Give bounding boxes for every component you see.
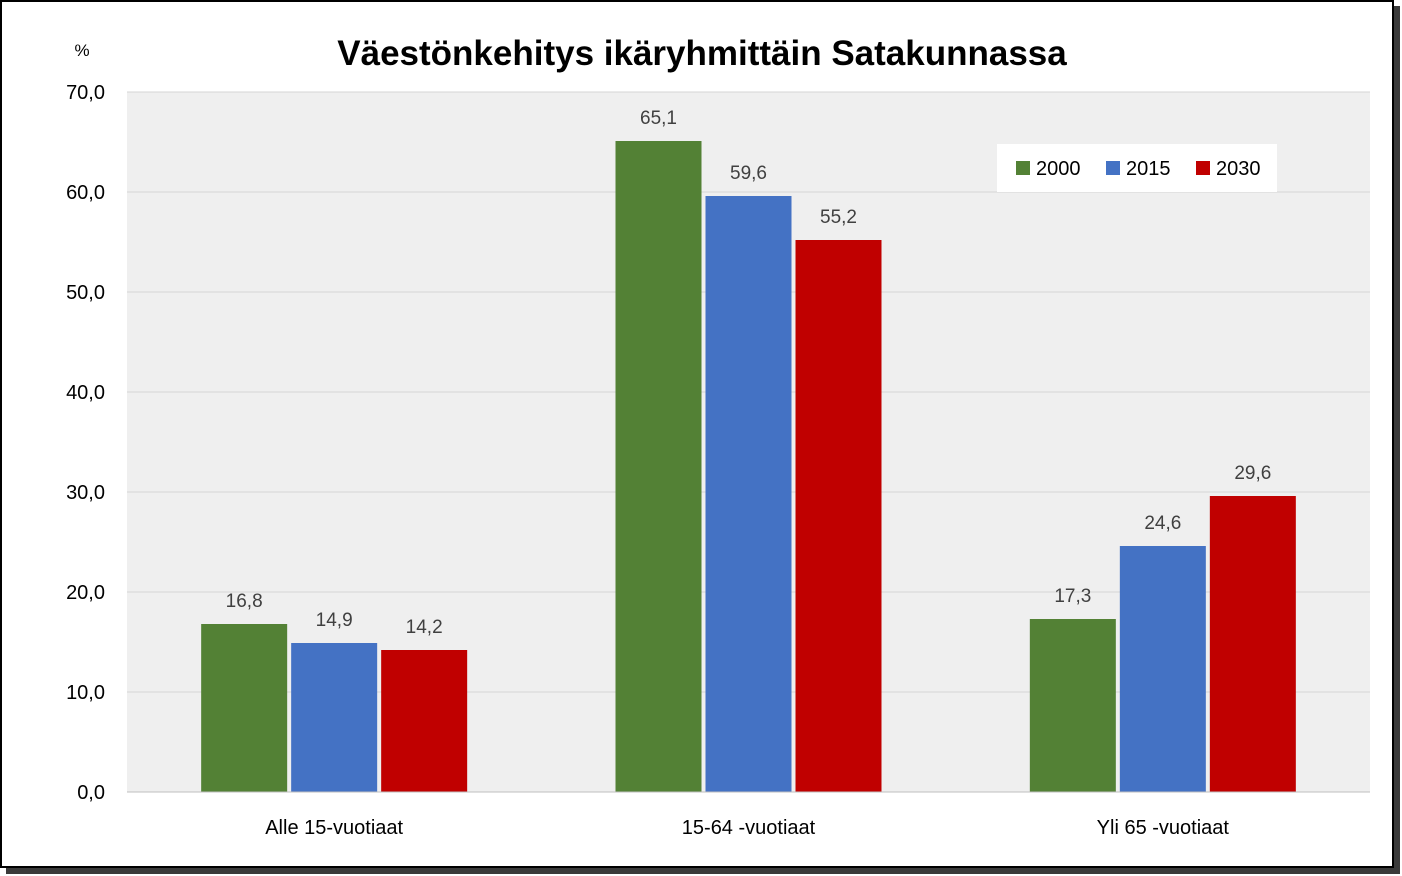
bars [201,141,1296,792]
legend-label: 2000 [1036,158,1081,180]
y-unit-label: % [74,41,89,60]
data-label: 14,9 [316,610,353,631]
x-tick-label: Yli 65 -vuotiaat [1097,817,1230,839]
chart-title: Väestönkehitys ikäryhmittäin Satakunnass… [337,34,1067,73]
bar-2030 [795,240,882,792]
bar-2000 [1029,619,1116,792]
legend-item-2030: 2030 [1196,158,1261,180]
y-tick-label: 70,0 [66,82,105,104]
data-label: 16,8 [226,591,263,612]
x-tick-label: 15-64 -vuotiaat [682,817,816,839]
legend-item-2000: 2000 [1016,158,1081,180]
y-tick-label: 50,0 [66,282,105,304]
legend: 2000 2015 2030 [997,144,1277,192]
legend-label: 2030 [1216,158,1261,180]
y-tick-label: 10,0 [66,682,105,704]
y-tick-label: 60,0 [66,182,105,204]
bar-2000 [201,624,288,792]
data-label: 65,1 [640,108,677,129]
bar-2030 [381,650,468,792]
legend-swatch [1196,161,1210,175]
y-tick-label: 0,0 [77,782,105,804]
x-tick-label: Alle 15-vuotiaat [265,817,403,839]
bar-2015 [1119,546,1206,792]
y-tick-label: 30,0 [66,482,105,504]
data-label: 55,2 [820,207,857,228]
data-label: 24,6 [1144,513,1181,534]
legend-swatch [1106,161,1120,175]
bar-2000 [615,141,702,792]
y-axis-ticks: 0,0 10,0 20,0 30,0 40,0 50,0 60,0 70,0 [66,82,105,804]
data-labels: 16,8 14,9 14,2 65,1 59,6 55,2 17,3 24,6 29,6 [226,108,1272,638]
data-label: 29,6 [1234,463,1271,484]
data-label: 14,2 [406,617,443,638]
y-tick-label: 20,0 [66,582,105,604]
bar-2015 [705,196,792,792]
legend-swatch [1016,161,1030,175]
bar-2015 [291,643,378,792]
data-label: 59,6 [730,163,767,184]
bar-2030 [1209,496,1296,792]
legend-box [997,144,1277,192]
x-axis-ticks: Alle 15-vuotiaat 15-64 -vuotiaat Yli 65 -v… [265,817,1229,839]
data-label: 17,3 [1054,586,1091,607]
legend-item-2015: 2015 [1106,158,1171,180]
y-tick-label: 40,0 [66,382,105,404]
legend-label: 2015 [1126,158,1171,180]
